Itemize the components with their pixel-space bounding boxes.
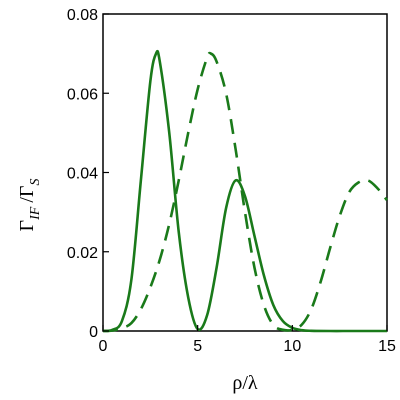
y-label-subscript-2: S xyxy=(28,179,43,186)
y-tick-label: 0.02 xyxy=(67,245,98,262)
ticks-layer: 0 5 10 15 0 0.02 0.04 0.06 0.08 xyxy=(67,7,396,355)
x-tick-label: 15 xyxy=(378,338,396,355)
series-line-dashed xyxy=(102,51,389,333)
y-tick-label: 0.04 xyxy=(67,166,98,183)
series-layer xyxy=(102,49,389,333)
y-label-gamma-2: Γ xyxy=(16,186,38,198)
x-tick-label: 0 xyxy=(99,338,108,355)
x-axis-label: ρ/λ xyxy=(232,372,258,394)
y-tick-label: 0.08 xyxy=(67,7,98,24)
plot-frame xyxy=(102,13,388,332)
y-tick-label: 0.06 xyxy=(67,86,98,103)
y-label-subscript-1: IF xyxy=(28,206,43,221)
plot-area xyxy=(102,13,388,332)
y-axis-label: ΓIF/ΓS xyxy=(16,179,43,232)
x-tick-label: 5 xyxy=(193,338,202,355)
y-tick-label: 0 xyxy=(89,324,98,341)
x-tick-label: 10 xyxy=(283,338,301,355)
y-label-gamma-1: Γ xyxy=(16,220,38,232)
svg-text:ΓIF/ΓS: ΓIF/ΓS xyxy=(16,179,43,232)
y-label-slash: / xyxy=(16,197,38,203)
series-line-solid xyxy=(102,49,387,333)
